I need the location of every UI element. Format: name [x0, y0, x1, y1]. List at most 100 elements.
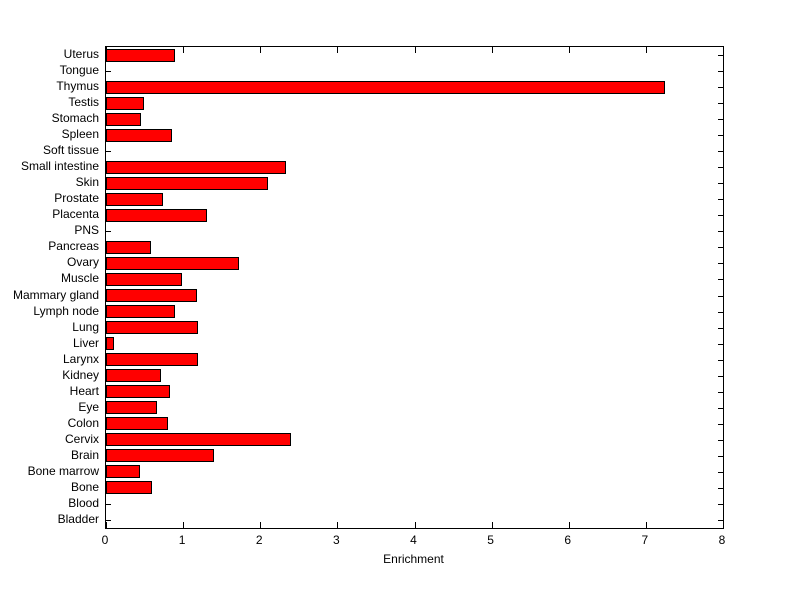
x-tick-mark-bottom: [260, 522, 261, 528]
y-tick-mark-right: [718, 279, 723, 280]
bar-eye: [106, 401, 157, 415]
plot-area: [105, 46, 724, 529]
bar-skin: [106, 176, 268, 190]
bar-spleen: [106, 128, 172, 142]
y-tick-mark-right: [718, 376, 723, 377]
y-tick-mark-left: [106, 231, 111, 232]
y-tick-label-larynx: Larynx: [62, 351, 99, 366]
y-tick-mark-right: [718, 520, 723, 521]
y-tick-mark-right: [718, 472, 723, 473]
y-tick-label-ovary: Ovary: [66, 255, 99, 270]
bar-stomach: [106, 112, 141, 126]
y-tick-label-eye: Eye: [78, 399, 99, 414]
y-tick-mark-right: [718, 135, 723, 136]
y-tick-mark-left: [106, 520, 111, 521]
x-tick-mark-bottom: [646, 522, 647, 528]
y-tick-label-placenta: Placenta: [52, 207, 99, 222]
y-tick-mark-right: [718, 71, 723, 72]
x-tick-mark-top: [492, 47, 493, 53]
y-tick-mark-right: [718, 119, 723, 120]
x-tick-mark-top: [106, 47, 107, 53]
y-tick-mark-left: [106, 71, 111, 72]
y-tick-label-brain: Brain: [70, 447, 99, 462]
x-tick-label-4: 4: [410, 533, 417, 547]
bar-cervix: [106, 433, 292, 447]
y-tick-mark-right: [718, 296, 723, 297]
y-tick-label-thymus: Thymus: [56, 79, 99, 94]
y-tick-mark-right: [718, 344, 723, 345]
y-tick-mark-right: [718, 215, 723, 216]
x-tick-mark-top: [415, 47, 416, 53]
y-tick-mark-right: [718, 424, 723, 425]
bar-lung: [106, 321, 198, 335]
y-axis-tick-labels: Uterus Tongue Thymus Testis Stomach Spleen Sof…: [0, 46, 99, 527]
x-tick-label-5: 5: [487, 533, 494, 547]
y-tick-mark-right: [718, 312, 723, 313]
y-tick-label-small-intestine: Small intestine: [20, 159, 99, 174]
x-tick-label-1: 1: [178, 533, 186, 547]
y-tick-mark-right: [718, 504, 723, 505]
x-tick-mark-top: [569, 47, 570, 53]
bar-brain: [106, 449, 214, 463]
x-tick-mark-bottom: [337, 522, 338, 528]
x-tick-mark-bottom: [106, 522, 107, 528]
y-tick-mark-right: [718, 183, 723, 184]
y-tick-label-pancreas: Pancreas: [48, 239, 99, 254]
y-tick-label-lung: Lung: [72, 319, 99, 334]
y-tick-mark-right: [718, 392, 723, 393]
bar-colon: [106, 417, 169, 431]
x-axis-tick-labels: 0 1 2 3 4 5 6 7 8: [102, 533, 726, 549]
x-tick-mark-top: [646, 47, 647, 53]
y-tick-mark-right: [718, 55, 723, 56]
x-tick-mark-top: [723, 47, 724, 53]
y-tick-mark-right: [718, 488, 723, 489]
x-tick-label-3: 3: [333, 533, 340, 547]
y-tick-mark-right: [718, 87, 723, 88]
y-tick-label-mammary-gland: Mammary gland: [12, 287, 99, 302]
bar-testis: [106, 96, 144, 110]
y-tick-label-skin: Skin: [75, 175, 99, 190]
y-tick-mark-right: [718, 440, 723, 441]
y-tick-mark-right: [718, 247, 723, 248]
bar-thymus: [106, 80, 666, 94]
y-tick-label-spleen: Spleen: [61, 127, 99, 142]
y-tick-label-bone-marrow: Bone marrow: [27, 463, 99, 478]
x-tick-mark-top: [337, 47, 338, 53]
y-tick-mark-right: [718, 103, 723, 104]
y-tick-label-stomach: Stomach: [51, 111, 99, 126]
y-tick-label-lymph-node: Lymph node: [33, 303, 99, 318]
y-tick-mark-right: [718, 151, 723, 152]
bar-small-intestine: [106, 160, 287, 174]
bar-pancreas: [106, 240, 151, 254]
y-tick-mark-left: [106, 151, 111, 152]
bar-muscle: [106, 272, 182, 286]
bar-bone-marrow: [106, 465, 140, 479]
y-tick-mark-right: [718, 456, 723, 457]
x-tick-mark-bottom: [415, 522, 416, 528]
y-tick-label-soft-tissue: Soft tissue: [42, 143, 99, 158]
x-tick-mark-bottom: [492, 522, 493, 528]
y-tick-label-liver: Liver: [72, 335, 99, 350]
y-tick-mark-right: [718, 263, 723, 264]
bar-prostate: [106, 192, 164, 206]
x-tick-mark-top: [260, 47, 261, 53]
y-tick-mark-right: [718, 231, 723, 232]
x-tick-label-7: 7: [641, 533, 649, 547]
y-tick-mark-right: [718, 167, 723, 168]
bar-kidney: [106, 369, 161, 383]
x-tick-label-6: 6: [564, 533, 572, 547]
y-tick-mark-right: [718, 360, 723, 361]
y-tick-label-tongue: Tongue: [59, 63, 99, 78]
y-tick-mark-left: [106, 504, 111, 505]
x-tick-mark-bottom: [569, 522, 570, 528]
bar-mammary-gland: [106, 289, 197, 303]
x-axis-title: Enrichment: [383, 552, 444, 566]
x-tick-label-2: 2: [255, 533, 263, 547]
y-tick-label-kidney: Kidney: [62, 367, 99, 382]
y-tick-label-blood: Blood: [68, 495, 99, 510]
y-tick-label-testis: Testis: [68, 95, 99, 110]
bar-uterus: [106, 48, 176, 62]
bar-ovary: [106, 256, 240, 270]
y-tick-label-heart: Heart: [69, 383, 99, 398]
